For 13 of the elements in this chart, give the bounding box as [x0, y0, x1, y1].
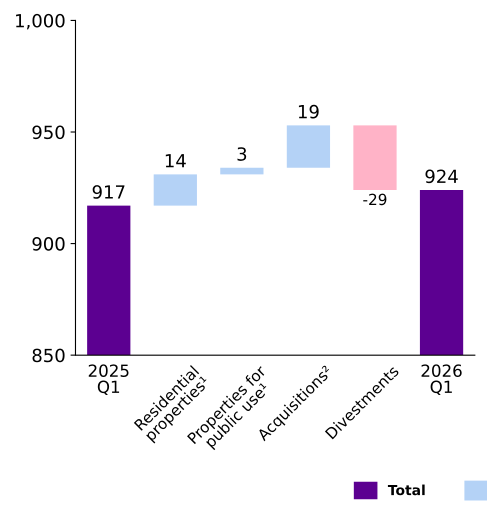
y-tick-label: 850 — [32, 348, 65, 362]
legend-label: Total — [388, 484, 425, 496]
data-label: 3 — [238, 147, 246, 161]
data-label: 19 — [298, 104, 319, 118]
data-label: 924 — [425, 170, 458, 184]
y-tick-label: 900 — [32, 237, 65, 251]
y-tick-label: 950 — [32, 125, 65, 140]
data-label: -29 — [363, 194, 386, 206]
data-label: 917 — [92, 185, 124, 199]
y-tick-label: 1,000 — [16, 14, 65, 30]
x-tick-label: 2025 Q1 — [88, 364, 129, 396]
data-label: 14 — [166, 154, 186, 168]
x-tick-label: 2026 Q1 — [422, 364, 462, 396]
